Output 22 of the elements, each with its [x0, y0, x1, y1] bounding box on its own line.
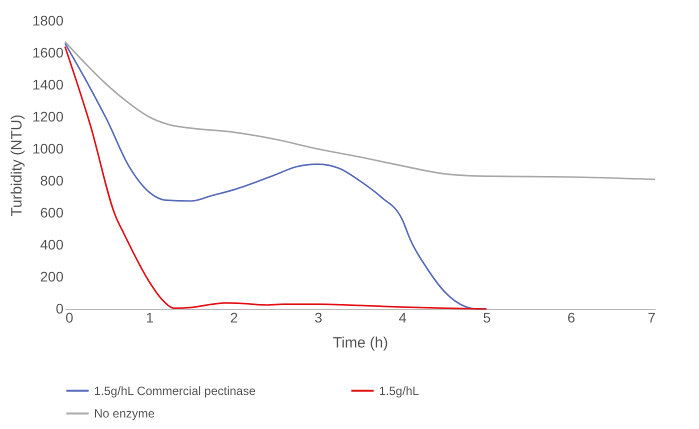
- x-tick-label: 7: [648, 310, 656, 326]
- y-axis-title: Turbidity (NTU): [8, 114, 26, 216]
- legend-label: 1.5g/hL Commercial pectinase: [94, 384, 256, 398]
- y-tick-label: 1000: [32, 140, 64, 156]
- x-tick-label: 6: [567, 310, 576, 326]
- y-tick-label: 1200: [32, 108, 64, 124]
- x-axis-title: Time (h): [332, 334, 388, 352]
- x-tick-label: 5: [483, 310, 492, 326]
- x-tick-label: 1: [146, 310, 154, 326]
- y-tick-label: 1600: [32, 44, 64, 60]
- y-tick-label: 1400: [32, 76, 64, 92]
- legend-label: 1.5g/hL: [379, 384, 420, 398]
- y-tick-label: 200: [40, 268, 64, 284]
- line-series: [64, 41, 656, 180]
- x-tick-label: 4: [398, 310, 407, 326]
- x-tick-label: 2: [230, 310, 238, 326]
- y-tick-label: 400: [40, 236, 64, 252]
- y-tick-label: 1800: [32, 12, 64, 28]
- y-tick-label: 600: [40, 204, 64, 220]
- legend-label: No enzyme: [94, 406, 156, 420]
- y-tick-label: 800: [40, 172, 64, 188]
- x-tick-label: 3: [314, 310, 322, 326]
